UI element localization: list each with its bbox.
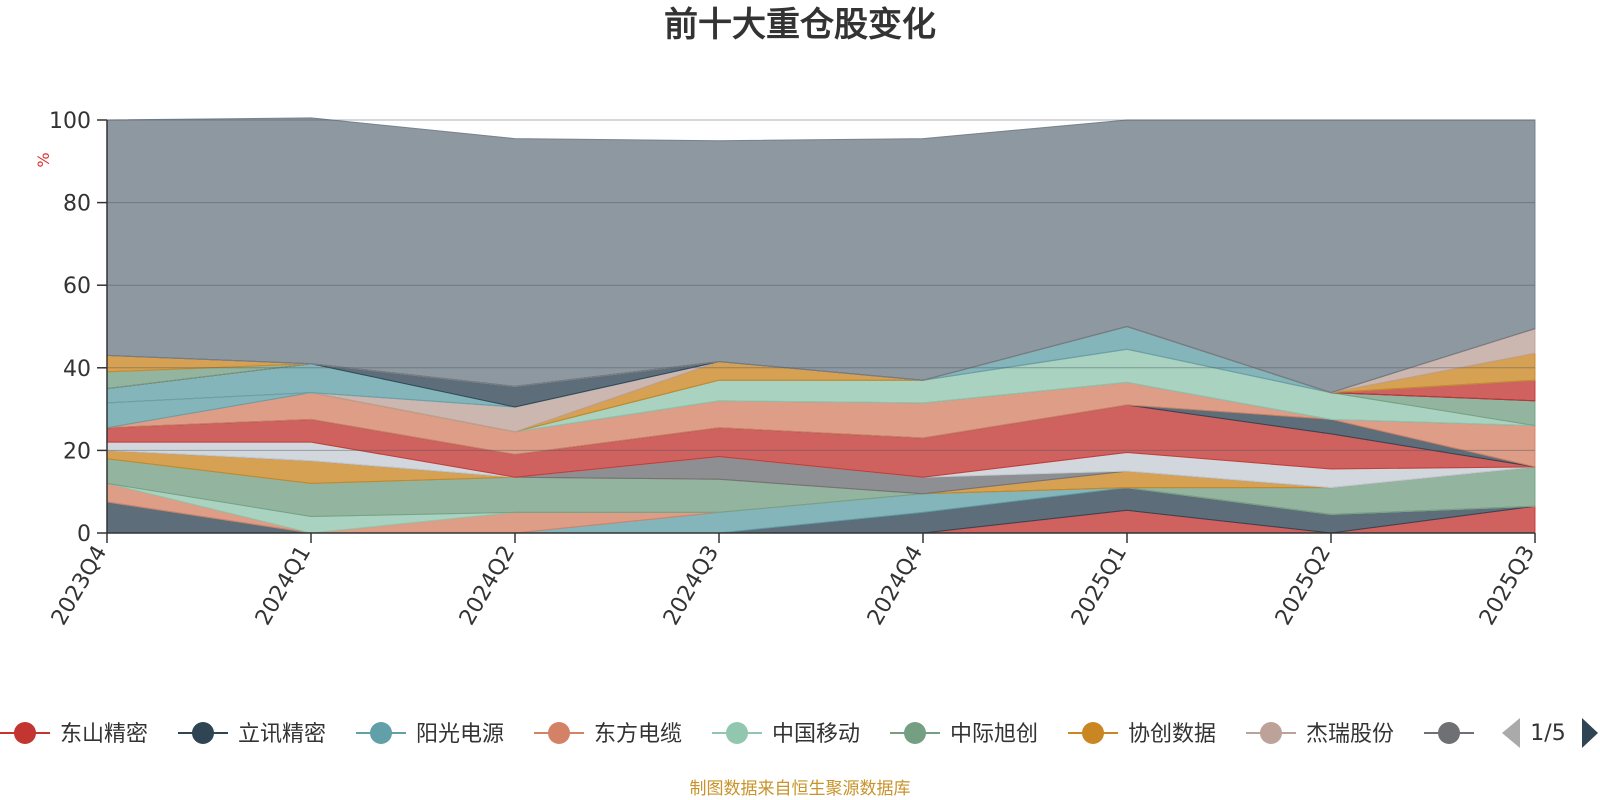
legend-item[interactable]: 阳光电源 bbox=[356, 722, 504, 747]
legend-circle-marker bbox=[14, 722, 36, 744]
legend-item[interactable]: 中际旭创 bbox=[890, 722, 1038, 747]
legend-label: 中国移动 bbox=[772, 722, 860, 747]
legend-item[interactable]: 立讯精密 bbox=[178, 722, 326, 747]
area-series-32: 其他 bbox=[106, 117, 1536, 394]
data-source-note: 制图数据来自恒生聚源数据库 bbox=[690, 779, 911, 799]
legend-circle-marker bbox=[548, 722, 570, 744]
x-tick-label: 2025Q2 bbox=[1271, 542, 1336, 630]
gridlines bbox=[107, 119, 1535, 451]
chart-title: 前十大重仓股变化 bbox=[664, 5, 936, 45]
legend-label: 东方电缆 bbox=[594, 722, 682, 747]
legend-item[interactable]: 杰瑞股份 bbox=[1246, 722, 1394, 747]
area-series-group: 东山精密立讯精密阳光电源东方电缆中国移动中际旭创协创数据杰瑞股份天孚通信沪电股份… bbox=[106, 117, 1536, 534]
x-tick-label: 2024Q3 bbox=[659, 542, 724, 630]
legend-circle-marker bbox=[904, 722, 926, 744]
x-tick-label: 2025Q1 bbox=[1067, 542, 1132, 630]
y-tick-label: 0 bbox=[77, 522, 91, 547]
y-axis-label: % bbox=[34, 152, 53, 167]
x-tick-label: 2024Q1 bbox=[251, 542, 316, 630]
legend-circle-marker bbox=[1438, 722, 1460, 744]
legend-circle-marker bbox=[370, 722, 392, 744]
legend-label: 中际旭创 bbox=[950, 722, 1038, 747]
x-tick-label: 2023Q4 bbox=[47, 542, 112, 630]
legend-item[interactable]: 东方电缆 bbox=[534, 722, 682, 747]
y-axis: 0 20 40 60 80 100 bbox=[49, 109, 108, 547]
x-tick-label: 2024Q4 bbox=[863, 542, 928, 630]
legend-item[interactable]: 中国移动 bbox=[712, 722, 860, 747]
legend-label: 杰瑞股份 bbox=[1306, 722, 1394, 747]
y-tick-label: 20 bbox=[63, 439, 91, 464]
legend-circle-marker bbox=[1260, 722, 1282, 744]
y-tick-label: 100 bbox=[49, 109, 91, 134]
y-tick-label: 60 bbox=[63, 274, 91, 299]
legend: 东山精密 立讯精密 阳光电源 东方电缆 中国移动 中际旭创 协创数据 杰瑞股份 bbox=[0, 722, 1474, 747]
legend-circle-marker bbox=[726, 722, 748, 744]
legend-label: 立讯精密 bbox=[238, 722, 326, 747]
legend-circle-marker bbox=[192, 722, 214, 744]
legend-page-indicator: 1/5 bbox=[1530, 721, 1565, 746]
legend-label: 东山精密 bbox=[60, 722, 148, 747]
legend-label: 协创数据 bbox=[1128, 722, 1216, 747]
y-tick-label: 40 bbox=[63, 357, 91, 382]
legend-next-arrow[interactable] bbox=[1582, 718, 1598, 748]
legend-prev-arrow[interactable] bbox=[1502, 718, 1520, 748]
x-axis: 2023Q4 2024Q1 2024Q2 2024Q3 2024Q4 2025Q1 2025… bbox=[47, 532, 1540, 630]
y-tick-label: 80 bbox=[63, 192, 91, 217]
legend-item-partial[interactable] bbox=[1424, 722, 1474, 744]
legend-label: 阳光电源 bbox=[416, 722, 504, 747]
x-tick-label: 2025Q3 bbox=[1475, 542, 1540, 630]
x-tick-label: 2024Q2 bbox=[455, 542, 520, 630]
legend-item[interactable]: 东山精密 bbox=[0, 722, 148, 747]
legend-circle-marker bbox=[1082, 722, 1104, 744]
legend-item[interactable]: 协创数据 bbox=[1068, 722, 1216, 747]
legend-pager: 1/5 bbox=[1502, 718, 1598, 748]
